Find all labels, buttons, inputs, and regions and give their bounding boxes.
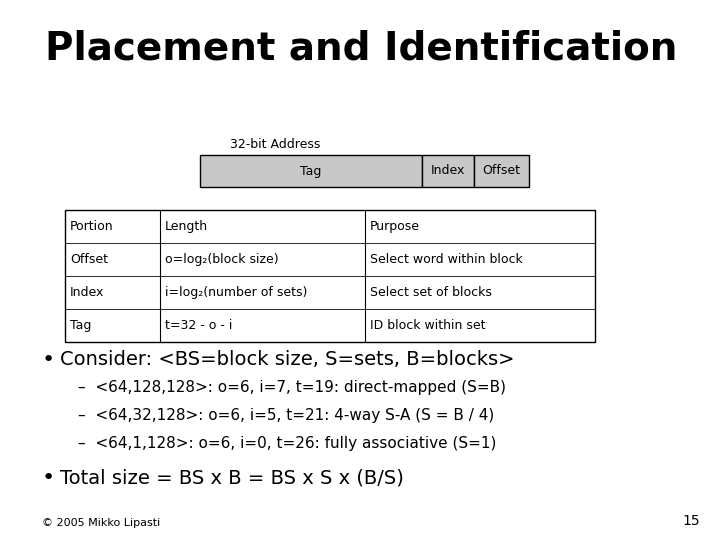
Text: Placement and Identification: Placement and Identification xyxy=(45,30,678,68)
Text: Index: Index xyxy=(431,165,465,178)
Bar xyxy=(65,276,595,309)
Text: –  <64,128,128>: o=6, i=7, t=19: direct-mapped (S=B): – <64,128,128>: o=6, i=7, t=19: direct-m… xyxy=(78,380,506,395)
Text: Purpose: Purpose xyxy=(370,220,420,233)
Text: Tag: Tag xyxy=(300,165,322,178)
Text: Tag: Tag xyxy=(70,319,91,332)
Bar xyxy=(200,155,422,187)
Text: 15: 15 xyxy=(683,514,700,528)
Bar xyxy=(65,210,595,243)
Text: Select word within block: Select word within block xyxy=(370,253,523,266)
Text: o=log₂(block size): o=log₂(block size) xyxy=(165,253,279,266)
Text: –  <64,32,128>: o=6, i=5, t=21: 4-way S-A (S = B / 4): – <64,32,128>: o=6, i=5, t=21: 4-way S-A… xyxy=(78,408,494,423)
Text: Total size = BS x B = BS x S x (B/S): Total size = BS x B = BS x S x (B/S) xyxy=(60,468,404,487)
Text: Portion: Portion xyxy=(70,220,114,233)
Text: Length: Length xyxy=(165,220,208,233)
Text: © 2005 Mikko Lipasti: © 2005 Mikko Lipasti xyxy=(42,518,161,528)
Text: t=32 - o - i: t=32 - o - i xyxy=(165,319,233,332)
Bar xyxy=(422,155,474,187)
Bar xyxy=(65,243,595,276)
Text: i=log₂(number of sets): i=log₂(number of sets) xyxy=(165,286,307,299)
Text: Offset: Offset xyxy=(70,253,108,266)
Text: Offset: Offset xyxy=(482,165,521,178)
Bar xyxy=(65,309,595,342)
Text: ID block within set: ID block within set xyxy=(370,319,485,332)
Text: •: • xyxy=(42,350,55,370)
Text: Select set of blocks: Select set of blocks xyxy=(370,286,492,299)
Text: Consider: <BS=block size, S=sets, B=blocks>: Consider: <BS=block size, S=sets, B=bloc… xyxy=(60,350,515,369)
Text: Index: Index xyxy=(70,286,104,299)
Text: •: • xyxy=(42,468,55,488)
Bar xyxy=(474,155,529,187)
Text: 32-bit Address: 32-bit Address xyxy=(230,138,320,151)
Text: –  <64,1,128>: o=6, i=0, t=26: fully associative (S=1): – <64,1,128>: o=6, i=0, t=26: fully asso… xyxy=(78,436,496,451)
Bar xyxy=(65,210,595,342)
